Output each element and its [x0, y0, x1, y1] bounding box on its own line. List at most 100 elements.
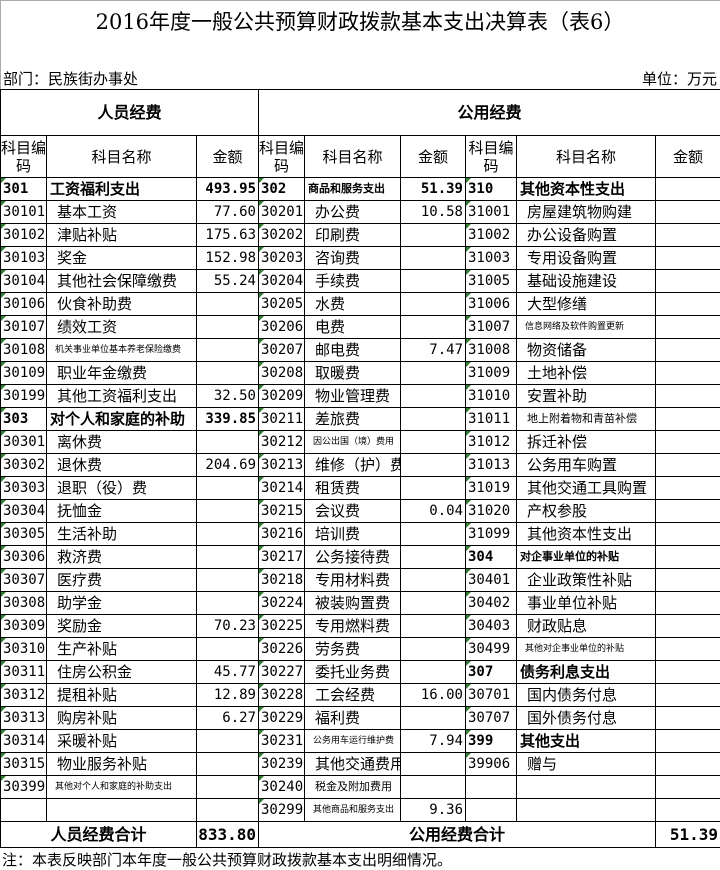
left-code-cell: 30309 — [0, 614, 47, 638]
right-amount-cell — [654, 430, 720, 454]
page-title: 2016年度一般公共预算财政拨款基本支出决算表（表6） — [95, 10, 625, 34]
left-amount-cell — [196, 729, 259, 753]
middle-amount-cell: 16.00 — [400, 683, 466, 707]
right-code-cell: 304 — [465, 545, 517, 569]
left-amount-cell — [196, 752, 259, 776]
table-row: 30303 退职（役）费 30214 租赁费 31019 其他交通工具购置 — [0, 476, 720, 500]
middle-amount-cell: 0.04 — [400, 499, 466, 523]
middle-amount-cell: 7.94 — [400, 729, 466, 753]
left-amount-cell — [196, 338, 259, 362]
middle-amount-cell — [400, 660, 466, 684]
middle-amount-cell: 10.58 — [400, 200, 466, 224]
table-row: 30104 其他社会保障缴费 55.24 30204 手续费 31005 基础设施建设 — [0, 269, 720, 293]
col-code: 科目编码 — [0, 135, 47, 178]
middle-code-cell: 30229 — [258, 706, 305, 730]
middle-name-cell: 公务用车运行维护费 — [304, 729, 401, 753]
left-amount-cell: 77.60 — [196, 200, 259, 224]
middle-name-cell: 公务接待费 — [304, 545, 401, 569]
middle-amount-cell — [400, 315, 466, 339]
right-code-cell: 30499 — [465, 637, 517, 661]
right-amount-cell — [654, 683, 720, 707]
left-amount-cell — [196, 476, 259, 500]
left-code-cell: 30303 — [0, 476, 47, 500]
right-name-cell: 事业单位补贴 — [516, 591, 656, 615]
left-amount-cell — [196, 499, 259, 523]
left-name-cell: 奖金 — [46, 246, 197, 270]
left-code-cell: 30314 — [0, 729, 47, 753]
middle-amount-cell — [400, 384, 466, 408]
right-amount-cell — [654, 775, 720, 799]
right-name-cell: 其他资本性支出 — [516, 177, 656, 201]
unit-label: 单位：万元 — [641, 70, 717, 88]
col-name: 科目名称 — [46, 135, 197, 178]
left-amount-cell — [196, 522, 259, 546]
left-amount-cell — [196, 775, 259, 799]
middle-code-cell: 302 — [258, 177, 305, 201]
left-code-cell: 30313 — [0, 706, 47, 730]
left-code-cell: 30312 — [0, 683, 47, 707]
middle-name-cell: 取暖费 — [304, 361, 401, 385]
left-name-cell: 机关事业单位基本养老保险缴费 — [46, 338, 197, 362]
right-amount-cell — [654, 246, 720, 270]
right-code-cell: 31008 — [465, 338, 517, 362]
right-amount-cell — [654, 591, 720, 615]
left-name-cell: 伙食补助费 — [46, 292, 197, 316]
left-code-cell: 30310 — [0, 637, 47, 661]
left-code-cell: 30311 — [0, 660, 47, 684]
right-name-cell: 土地补偿 — [516, 361, 656, 385]
middle-amount-cell — [400, 522, 466, 546]
right-code-cell: 31010 — [465, 384, 517, 408]
left-name-cell: 采暖补贴 — [46, 729, 197, 753]
middle-code-cell: 30212 — [258, 430, 305, 454]
table-row: 30305 生活补助 30216 培训费 31099 其他资本性支出 — [0, 522, 720, 546]
middle-code-cell: 30208 — [258, 361, 305, 385]
table-row: 30304 抚恤金 30215 会议费 0.04 31020 产权参股 — [0, 499, 720, 523]
department-label: 部门：民族街办事处 — [3, 70, 139, 88]
right-amount-cell — [654, 499, 720, 523]
right-name-cell: 基础设施建设 — [516, 269, 656, 293]
left-amount-cell — [196, 568, 259, 592]
left-name-cell: 住房公积金 — [46, 660, 197, 684]
left-name-cell: 基本工资 — [46, 200, 197, 224]
sheet-border — [0, 0, 720, 1]
col-amount: 金额 — [654, 135, 720, 178]
middle-code-cell: 30206 — [258, 315, 305, 339]
left-amount-cell: 55.24 — [196, 269, 259, 293]
middle-amount-cell: 9.36 — [400, 798, 466, 822]
middle-amount-cell — [400, 775, 466, 799]
left-code-cell: 301 — [0, 177, 47, 201]
middle-name-cell: 专用燃料费 — [304, 614, 401, 638]
left-amount-cell — [196, 361, 259, 385]
left-name-cell: 抚恤金 — [46, 499, 197, 523]
middle-code-cell: 30207 — [258, 338, 305, 362]
middle-name-cell: 维修（护）费 — [304, 453, 401, 477]
left-amount-cell — [196, 591, 259, 615]
right-code-cell: 307 — [465, 660, 517, 684]
right-code-cell: 31005 — [465, 269, 517, 293]
right-amount-cell — [654, 729, 720, 753]
right-amount-cell — [654, 614, 720, 638]
right-code-cell: 31012 — [465, 430, 517, 454]
middle-amount-cell: 7.47 — [400, 338, 466, 362]
right-amount-cell — [654, 177, 720, 201]
left-name-cell: 对个人和家庭的补助 — [46, 407, 197, 431]
left-name-cell: 绩效工资 — [46, 315, 197, 339]
totals-row: 人员经费合计 833.80 公用经费合计 51.39 — [0, 821, 720, 848]
right-amount-cell — [654, 292, 720, 316]
public-total-amount: 51.39 — [654, 821, 720, 848]
right-name-cell: 大型修缮 — [516, 292, 656, 316]
left-name-cell — [46, 798, 197, 822]
table-row: 30310 生产补贴 30226 劳务费 30499 其他对企事业单位的补贴 — [0, 637, 720, 661]
left-name-cell: 物业服务补贴 — [46, 752, 197, 776]
middle-amount-cell — [400, 269, 466, 293]
right-amount-cell — [654, 315, 720, 339]
left-name-cell: 职业年金缴费 — [46, 361, 197, 385]
right-name-cell: 其他资本性支出 — [516, 522, 656, 546]
right-code-cell: 31003 — [465, 246, 517, 270]
left-amount-cell: 12.89 — [196, 683, 259, 707]
personnel-total-amount: 833.80 — [196, 821, 259, 848]
right-code-cell: 30403 — [465, 614, 517, 638]
left-name-cell: 提租补贴 — [46, 683, 197, 707]
left-name-cell: 奖励金 — [46, 614, 197, 638]
left-amount-cell — [196, 315, 259, 339]
